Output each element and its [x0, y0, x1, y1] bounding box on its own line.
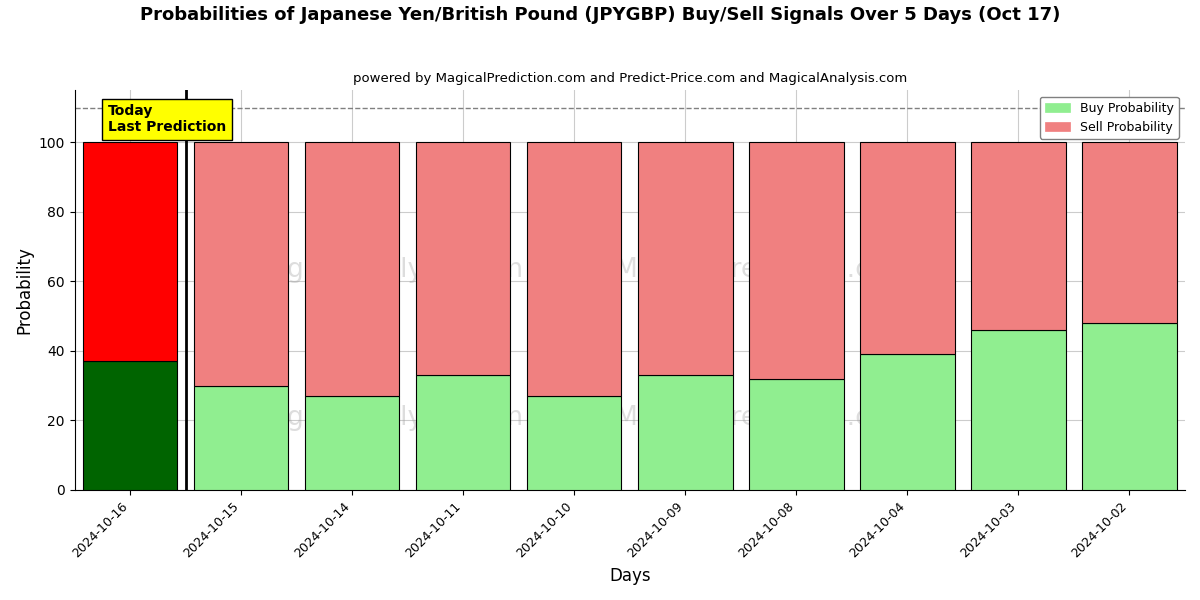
Bar: [1082, 142, 1177, 323]
Legend: Buy Probability, Sell Probability: Buy Probability, Sell Probability: [1040, 97, 1178, 139]
X-axis label: Days: Days: [610, 567, 650, 585]
Text: MagicalAnalysis.com: MagicalAnalysis.com: [248, 405, 523, 431]
Bar: [83, 361, 178, 490]
Bar: [416, 142, 510, 375]
Bar: [971, 330, 1066, 490]
Bar: [971, 142, 1066, 330]
Bar: [527, 396, 622, 490]
Text: Today
Last Prediction: Today Last Prediction: [108, 104, 227, 134]
Bar: [416, 375, 510, 490]
Text: Probabilities of Japanese Yen/British Pound (JPYGBP) Buy/Sell Signals Over 5 Day: Probabilities of Japanese Yen/British Po…: [140, 6, 1060, 24]
Bar: [1082, 323, 1177, 490]
Bar: [527, 142, 622, 396]
Bar: [194, 386, 288, 490]
Text: MagicalPrediction.com: MagicalPrediction.com: [614, 257, 912, 283]
Bar: [194, 142, 288, 386]
Bar: [638, 375, 732, 490]
Bar: [638, 142, 732, 375]
Title: powered by MagicalPrediction.com and Predict-Price.com and MagicalAnalysis.com: powered by MagicalPrediction.com and Pre…: [353, 72, 907, 85]
Text: MagicalAnalysis.com: MagicalAnalysis.com: [248, 257, 523, 283]
Bar: [749, 142, 844, 379]
Bar: [305, 396, 400, 490]
Text: MagicalPrediction.com: MagicalPrediction.com: [614, 405, 912, 431]
Bar: [83, 142, 178, 361]
Bar: [305, 142, 400, 396]
Bar: [860, 355, 955, 490]
Bar: [749, 379, 844, 490]
Y-axis label: Probability: Probability: [16, 246, 34, 334]
Bar: [860, 142, 955, 355]
